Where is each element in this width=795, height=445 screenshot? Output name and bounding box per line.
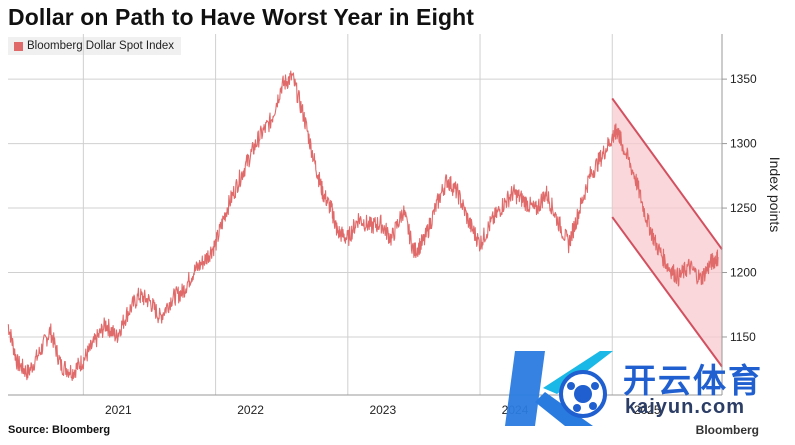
legend-label: Bloomberg Dollar Spot Index xyxy=(27,40,175,52)
y-axis-ticks: 1150 1200 1250 1300 1350 xyxy=(722,72,757,344)
y-tick-label-1250: 1250 xyxy=(730,201,757,215)
y-tick-label-1200: 1200 xyxy=(730,266,757,280)
x-tick-label-2023: 2023 xyxy=(369,403,396,417)
x-tick-label-2025: 2025 xyxy=(634,403,661,417)
channel-upper-line xyxy=(611,97,723,250)
trend-channel xyxy=(611,97,723,368)
x-tick-label-2024: 2024 xyxy=(502,403,529,417)
x-tick-label-2022: 2022 xyxy=(237,403,264,417)
brand-label: Bloomberg xyxy=(695,423,759,437)
channel-lower-line xyxy=(611,216,723,368)
y-tick-label-1350: 1350 xyxy=(730,72,757,86)
x-tick-label-2021: 2021 xyxy=(105,403,132,417)
channel-fill xyxy=(612,98,722,367)
legend-swatch xyxy=(14,41,23,51)
series-layer xyxy=(7,70,719,382)
series-line-0 xyxy=(7,70,719,382)
source-note: Source: Bloomberg xyxy=(8,424,111,436)
y-tick-label-1150: 1150 xyxy=(730,330,756,344)
x-axis-ticks: 2021 2022 2023 2024 2025 xyxy=(105,403,661,417)
legend: Bloomberg Dollar Spot Index xyxy=(8,37,182,55)
chart-title: Dollar on Path to Have Worst Year in Eig… xyxy=(8,4,474,30)
y-axis-label: Index points xyxy=(767,157,783,233)
y-tick-label-1300: 1300 xyxy=(730,137,757,151)
